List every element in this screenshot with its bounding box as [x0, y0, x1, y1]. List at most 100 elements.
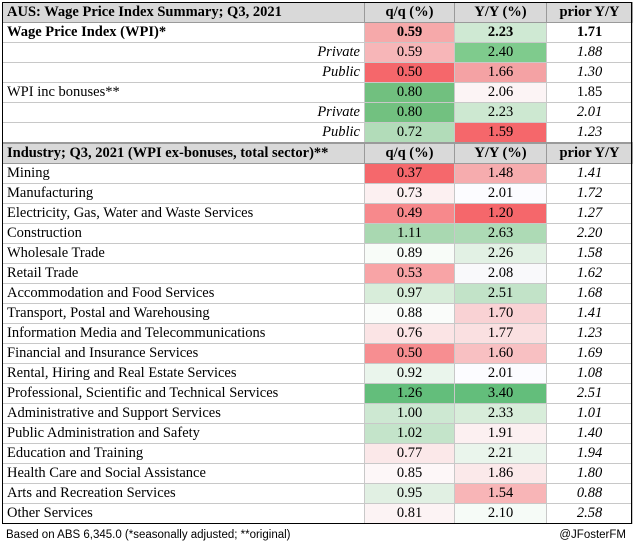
row-label: Accommodation and Food Services	[2, 283, 365, 304]
row-label: Transport, Postal and Warehousing	[2, 303, 365, 324]
qq-value: 0.50	[364, 343, 455, 364]
row-label: Public	[2, 62, 365, 83]
qq-value: 0.53	[364, 263, 455, 284]
industry-header-row: Industry; Q3, 2021 (WPI ex-bonuses, tota…	[2, 142, 633, 164]
yy-value: 2.23	[454, 22, 547, 43]
qq-value: 0.80	[364, 102, 455, 123]
yy-value: 2.01	[454, 183, 547, 204]
prior-yy-value: 1.68	[546, 283, 633, 304]
qq-value: 1.26	[364, 383, 455, 404]
yy-value: 1.77	[454, 323, 547, 344]
table-row: Other Services 0.81 2.10 2.58	[2, 503, 633, 524]
yy-value: 2.33	[454, 403, 547, 424]
author-credit: @JFosterFM	[559, 529, 626, 541]
qq-column-header: q/q (%)	[364, 2, 455, 23]
qq-value: 0.97	[364, 283, 455, 304]
table-row: Public Administration and Safety 1.02 1.91…	[2, 423, 633, 444]
prior-yy-value: 1.69	[546, 343, 633, 364]
yy-value: 2.21	[454, 443, 547, 464]
prior-yy-value: 2.20	[546, 223, 633, 244]
yy-value: 2.40	[454, 42, 547, 63]
row-label: Administrative and Support Services	[2, 403, 365, 424]
row-label: Information Media and Telecommunications	[2, 323, 365, 344]
yy-value: 3.40	[454, 383, 547, 404]
table-row: Public 0.50 1.66 1.30	[2, 62, 633, 83]
prior-yy-value: 1.41	[546, 303, 633, 324]
prior-yy-value: 1.30	[546, 62, 633, 83]
table-row: Manufacturing 0.73 2.01 1.72	[2, 183, 633, 204]
prior-yy-value: 1.08	[546, 363, 633, 384]
qq-value: 1.00	[364, 403, 455, 424]
qq-value: 0.88	[364, 303, 455, 324]
qq-value: 0.50	[364, 62, 455, 83]
prior-yy-value: 1.62	[546, 263, 633, 284]
yy-value: 2.06	[454, 82, 547, 103]
row-label: Manufacturing	[2, 183, 365, 204]
qq-value: 0.72	[364, 122, 455, 144]
table-row: Mining 0.37 1.48 1.41	[2, 163, 633, 184]
yy-value: 2.01	[454, 363, 547, 384]
table-row: Public 0.72 1.59 1.23	[2, 122, 633, 144]
prior-yy-value: 2.51	[546, 383, 633, 404]
source-note: Based on ABS 6,345.0 (*seasonally adjust…	[6, 529, 291, 541]
row-label: Wage Price Index (WPI)*	[2, 22, 365, 43]
qq-value: 0.49	[364, 203, 455, 224]
table-row: WPI inc bonuses** 0.80 2.06 1.85	[2, 82, 633, 103]
table-row: Retail Trade 0.53 2.08 1.62	[2, 263, 633, 284]
yy-value: 2.63	[454, 223, 547, 244]
qq-value: 0.37	[364, 163, 455, 184]
row-label: Public	[2, 122, 365, 144]
row-label: Rental, Hiring and Real Estate Services	[2, 363, 365, 384]
table-row: Professional, Scientific and Technical S…	[2, 383, 633, 404]
prior-yy-value: 1.71	[546, 22, 633, 43]
yy-value: 1.60	[454, 343, 547, 364]
table-row: Private 0.59 2.40 1.88	[2, 42, 633, 63]
row-label: Other Services	[2, 503, 365, 524]
prior-yy-value: 1.80	[546, 463, 633, 484]
prior-yy-value: 0.88	[546, 483, 633, 504]
yy-column-header: Y/Y (%)	[454, 2, 547, 23]
prior-yy-value: 1.01	[546, 403, 633, 424]
prior-yy-value: 2.58	[546, 503, 633, 524]
row-label: Construction	[2, 223, 365, 244]
qq-value: 0.92	[364, 363, 455, 384]
qq-value: 0.85	[364, 463, 455, 484]
prior-yy-value: 1.94	[546, 443, 633, 464]
yy-value: 1.48	[454, 163, 547, 184]
qq-column-header: q/q (%)	[364, 142, 455, 164]
yy-value: 1.66	[454, 62, 547, 83]
prior-yy-value: 1.27	[546, 203, 633, 224]
prior-yy-value: 2.01	[546, 102, 633, 123]
wpi-table: AUS: Wage Price Index Summary; Q3, 2021 q…	[2, 2, 633, 524]
table-row: Arts and Recreation Services 0.95 1.54 0.88	[2, 483, 633, 504]
qq-value: 0.81	[364, 503, 455, 524]
yy-value: 1.70	[454, 303, 547, 324]
table-row: Accommodation and Food Services 0.97 2.51 1…	[2, 283, 633, 304]
prior-yy-value: 1.40	[546, 423, 633, 444]
row-label: Wholesale Trade	[2, 243, 365, 264]
qq-value: 0.95	[364, 483, 455, 504]
prior-yy-value: 1.72	[546, 183, 633, 204]
table-row: Construction 1.11 2.63 2.20	[2, 223, 633, 244]
yy-value: 2.23	[454, 102, 547, 123]
row-label: Health Care and Social Assistance	[2, 463, 365, 484]
table-row: Rental, Hiring and Real Estate Services 0…	[2, 363, 633, 384]
prior-yy-column-header: prior Y/Y	[546, 2, 633, 23]
qq-value: 0.80	[364, 82, 455, 103]
yy-value: 2.08	[454, 263, 547, 284]
yy-value: 2.10	[454, 503, 547, 524]
row-label: Public Administration and Safety	[2, 423, 365, 444]
prior-yy-column-header: prior Y/Y	[546, 142, 633, 164]
table-row: Health Care and Social Assistance 0.85 1.8…	[2, 463, 633, 484]
row-label: Private	[2, 42, 365, 63]
prior-yy-value: 1.41	[546, 163, 633, 184]
prior-yy-value: 1.23	[546, 323, 633, 344]
prior-yy-value: 1.23	[546, 122, 633, 144]
yy-value: 1.54	[454, 483, 547, 504]
table-row: Wage Price Index (WPI)* 0.59 2.23 1.71	[2, 22, 633, 43]
yy-value: 2.51	[454, 283, 547, 304]
row-label: Arts and Recreation Services	[2, 483, 365, 504]
yy-value: 1.86	[454, 463, 547, 484]
yy-value: 1.59	[454, 122, 547, 144]
table-row: Private 0.80 2.23 2.01	[2, 102, 633, 123]
